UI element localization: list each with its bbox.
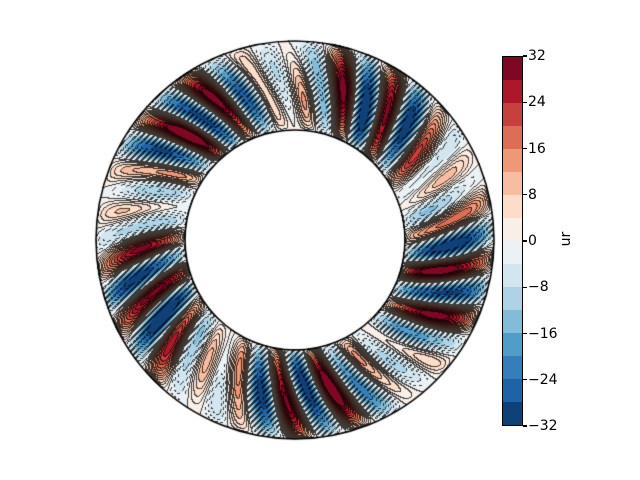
colorbar-segment <box>502 126 522 149</box>
colorbar-segment <box>502 379 522 402</box>
colorbar-segment <box>502 172 522 195</box>
colorbar-segment <box>502 356 522 379</box>
colorbar-tick-label: −16 <box>528 325 558 342</box>
colorbar-tick-mark <box>523 286 527 288</box>
colorbar-tick-mark <box>523 194 527 196</box>
colorbar-tick-label: 16 <box>528 140 546 157</box>
colorbar-segment <box>502 333 522 356</box>
colorbar-tick-label: −24 <box>528 371 558 388</box>
colorbar-segment <box>502 287 522 310</box>
colorbar-axis-label: ur <box>558 231 574 247</box>
colorbar-tick-mark <box>523 240 527 242</box>
colorbar-tick-mark <box>523 55 527 57</box>
colorbar-segment <box>502 264 522 287</box>
colorbar-tick-mark <box>523 101 527 103</box>
colorbar-tick-label: −8 <box>528 279 549 296</box>
colorbar-segment <box>502 241 522 264</box>
colorbar-segment <box>502 195 522 218</box>
colorbar-segment <box>502 80 522 103</box>
colorbar-segment <box>502 218 522 241</box>
colorbar-segment <box>502 402 522 425</box>
colorbar-segment <box>502 103 522 126</box>
colorbar-tick-label: 24 <box>528 94 546 111</box>
colorbar-tick-label: 32 <box>528 48 546 64</box>
colorbar-tick-label: −32 <box>528 418 558 434</box>
colorbar-tick-label: 8 <box>528 186 537 203</box>
colorbar-tick-mark <box>523 379 527 381</box>
colorbar-tick-mark <box>523 147 527 150</box>
colorbar-tick-label: 0 <box>528 233 537 249</box>
colorbar-tick-mark <box>523 425 527 427</box>
colorbar-segment <box>502 57 522 80</box>
colorbar-tick-mark <box>523 332 527 335</box>
colorbar-segment <box>502 310 522 333</box>
colorbar-segment <box>502 149 522 172</box>
colorbar <box>501 56 523 426</box>
